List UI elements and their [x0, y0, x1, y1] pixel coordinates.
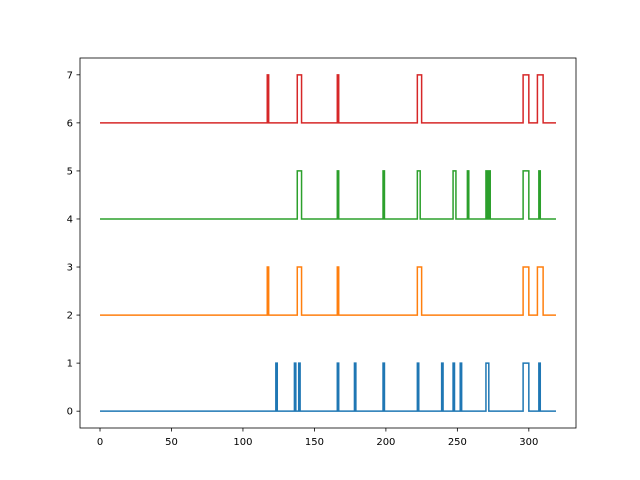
series-line-2 — [100, 266, 556, 316]
x-axis: 0 50 100 150 200 250 300 — [97, 428, 538, 448]
y-tick-label: 0 — [67, 407, 73, 418]
x-tick-label: 50 — [165, 437, 178, 448]
x-tick-label: 300 — [519, 437, 538, 448]
y-tick-label: 3 — [67, 263, 73, 274]
y-tick-label: 2 — [67, 311, 73, 322]
series-line-1 — [100, 362, 556, 412]
y-tick-label: 6 — [67, 118, 73, 129]
x-tick-label: 100 — [233, 437, 252, 448]
y-tick-label: 4 — [67, 214, 73, 225]
series-line-3 — [100, 170, 556, 220]
y-tick-label: 5 — [67, 166, 73, 177]
x-tick-label: 250 — [448, 437, 467, 448]
x-tick-label: 150 — [305, 437, 324, 448]
series-line-4 — [100, 74, 556, 124]
y-tick-label: 1 — [67, 359, 73, 370]
series-layer — [100, 74, 556, 412]
x-tick-label: 200 — [376, 437, 395, 448]
axes-frame — [79, 57, 577, 429]
y-axis: 0 1 2 3 4 5 6 7 — [67, 70, 80, 418]
x-tick-label: 0 — [97, 437, 103, 448]
y-tick-label: 7 — [67, 70, 73, 81]
